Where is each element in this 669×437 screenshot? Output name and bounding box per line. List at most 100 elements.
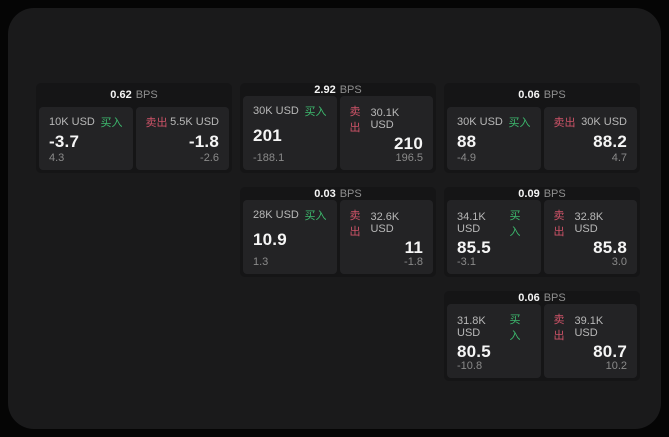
card-header: 0.62 BPS bbox=[36, 83, 232, 107]
buy-price: 10.9 bbox=[253, 230, 287, 249]
card-header: 2.92 BPS bbox=[240, 83, 436, 96]
sell-quote-tile[interactable]: 卖出 32.6K USD 11 -1.8 bbox=[339, 200, 433, 274]
sell-notional: 30.1K USD bbox=[370, 107, 400, 131]
sell-quote-tile[interactable]: 卖出 30K USD 88.2 4.7 bbox=[543, 107, 637, 170]
buy-tile-header: 28K USD 买入 bbox=[253, 207, 327, 223]
quote-cards-grid: 0.62 BPS 10K USD 买入 -3.7 4.3 卖出 5.5K USD… bbox=[36, 83, 640, 381]
card-header: 0.06 BPS bbox=[444, 83, 640, 107]
buy-tile-header: 10K USD 买入 bbox=[49, 114, 123, 130]
sell-notional: 39.1K USD bbox=[574, 315, 604, 339]
quote-card: 0.06 BPS 30K USD 买入 88 -4.9 卖出 30K USD 8… bbox=[444, 83, 640, 173]
buy-price: 80.5 bbox=[457, 342, 491, 361]
buy-secondary-value: 1.3 bbox=[253, 256, 269, 268]
sell-secondary-value: 196.5 bbox=[395, 152, 423, 164]
buy-quote-tile[interactable]: 34.1K USD 买入 85.5 -3.1 bbox=[447, 200, 541, 274]
card-body: 28K USD 买入 10.9 1.3 卖出 32.6K USD 11 -1.8 bbox=[240, 200, 436, 277]
buy-notional: 30K USD bbox=[457, 116, 503, 128]
bps-unit-label: BPS bbox=[543, 89, 566, 101]
sell-side-label: 卖出 bbox=[553, 314, 565, 342]
sell-price: -1.8 bbox=[188, 131, 219, 151]
buy-price: 88 bbox=[457, 131, 477, 151]
buy-notional: 28K USD bbox=[253, 209, 299, 221]
buy-side-label: 买入 bbox=[508, 117, 531, 129]
quote-card: 0.06 BPS 31.8K USD 买入 80.5 -10.8 卖出 39.1… bbox=[444, 291, 640, 381]
sell-price: 11 bbox=[404, 238, 423, 257]
sell-side-label: 卖出 bbox=[145, 117, 168, 129]
bps-spread-value: 0.06 bbox=[518, 291, 540, 304]
buy-quote-tile[interactable]: 30K USD 买入 201 -188.1 bbox=[243, 96, 337, 170]
bps-spread-value: 0.06 bbox=[518, 89, 540, 101]
buy-quote-tile[interactable]: 10K USD 买入 -3.7 4.3 bbox=[39, 107, 133, 170]
bps-unit-label: BPS bbox=[543, 291, 566, 304]
quotes-panel: 0.62 BPS 10K USD 买入 -3.7 4.3 卖出 5.5K USD… bbox=[8, 8, 661, 429]
sell-secondary-value: 4.7 bbox=[611, 152, 627, 164]
buy-tile-header: 34.1K USD 买入 bbox=[457, 207, 531, 239]
buy-secondary-value: 4.3 bbox=[49, 152, 65, 164]
quote-card: 0.09 BPS 34.1K USD 买入 85.5 -3.1 卖出 32.8K… bbox=[444, 187, 640, 277]
card-header: 0.09 BPS bbox=[444, 187, 640, 200]
sell-notional: 32.6K USD bbox=[370, 211, 400, 235]
sell-quote-tile[interactable]: 卖出 39.1K USD 80.7 10.2 bbox=[543, 304, 637, 378]
card-body: 34.1K USD 买入 85.5 -3.1 卖出 32.8K USD 85.8… bbox=[444, 200, 640, 277]
sell-tile-header: 卖出 39.1K USD bbox=[554, 311, 628, 343]
sell-secondary-value: 3.0 bbox=[611, 256, 627, 268]
sell-tile-header: 卖出 5.5K USD bbox=[146, 114, 220, 130]
card-body: 30K USD 买入 88 -4.9 卖出 30K USD 88.2 4.7 bbox=[444, 107, 640, 173]
buy-secondary-value: -3.1 bbox=[457, 256, 476, 268]
buy-side-label: 买入 bbox=[100, 117, 123, 129]
buy-quote-tile[interactable]: 30K USD 买入 88 -4.9 bbox=[447, 107, 541, 170]
sell-quote-tile[interactable]: 卖出 30.1K USD 210 196.5 bbox=[339, 96, 433, 170]
sell-price: 210 bbox=[394, 134, 423, 153]
buy-side-label: 买入 bbox=[509, 314, 521, 342]
buy-price: -3.7 bbox=[49, 131, 80, 151]
sell-quote-tile[interactable]: 卖出 5.5K USD -1.8 -2.6 bbox=[135, 107, 229, 170]
quote-card: 2.92 BPS 30K USD 买入 201 -188.1 卖出 30.1K … bbox=[240, 83, 436, 173]
buy-secondary-value: -10.8 bbox=[457, 360, 483, 372]
buy-quote-tile[interactable]: 31.8K USD 买入 80.5 -10.8 bbox=[447, 304, 541, 378]
bps-spread-value: 0.62 bbox=[110, 89, 132, 101]
buy-notional: 31.8K USD bbox=[457, 315, 486, 339]
bps-unit-label: BPS bbox=[339, 187, 362, 200]
sell-price: 88.2 bbox=[593, 131, 627, 151]
sell-secondary-value: -1.8 bbox=[404, 256, 423, 268]
buy-tile-header: 30K USD 买入 bbox=[457, 114, 531, 130]
sell-side-label: 卖出 bbox=[349, 106, 361, 134]
quote-card: 0.03 BPS 28K USD 买入 10.9 1.3 卖出 32.6K US… bbox=[240, 187, 436, 277]
buy-price: 85.5 bbox=[457, 238, 491, 257]
quote-card: 0.62 BPS 10K USD 买入 -3.7 4.3 卖出 5.5K USD… bbox=[36, 83, 232, 173]
buy-secondary-value: -188.1 bbox=[253, 152, 285, 164]
card-header: 0.03 BPS bbox=[240, 187, 436, 200]
sell-notional: 30K USD bbox=[581, 116, 627, 128]
sell-quote-tile[interactable]: 卖出 32.8K USD 85.8 3.0 bbox=[543, 200, 637, 274]
bps-unit-label: BPS bbox=[339, 83, 362, 96]
sell-notional: 5.5K USD bbox=[170, 116, 219, 128]
bps-spread-value: 2.92 bbox=[314, 83, 336, 96]
sell-secondary-value: 10.2 bbox=[605, 360, 627, 372]
buy-notional: 10K USD bbox=[49, 116, 95, 128]
buy-notional: 34.1K USD bbox=[457, 211, 486, 235]
buy-side-label: 买入 bbox=[509, 210, 521, 238]
card-body: 31.8K USD 买入 80.5 -10.8 卖出 39.1K USD 80.… bbox=[444, 304, 640, 381]
buy-side-label: 买入 bbox=[304, 210, 327, 222]
sell-price: 80.7 bbox=[593, 342, 627, 361]
sell-notional: 32.8K USD bbox=[574, 211, 604, 235]
sell-tile-header: 卖出 30K USD bbox=[554, 114, 628, 130]
bps-spread-value: 0.09 bbox=[518, 187, 540, 200]
buy-price: 201 bbox=[253, 126, 282, 145]
bps-unit-label: BPS bbox=[543, 187, 566, 200]
card-body: 30K USD 买入 201 -188.1 卖出 30.1K USD 210 1… bbox=[240, 96, 436, 173]
buy-side-label: 买入 bbox=[304, 106, 327, 118]
sell-tile-header: 卖出 32.8K USD bbox=[554, 207, 628, 239]
sell-side-label: 卖出 bbox=[553, 117, 576, 129]
buy-tile-header: 30K USD 买入 bbox=[253, 103, 327, 119]
buy-notional: 30K USD bbox=[253, 105, 299, 117]
buy-quote-tile[interactable]: 28K USD 买入 10.9 1.3 bbox=[243, 200, 337, 274]
bps-spread-value: 0.03 bbox=[314, 187, 336, 200]
sell-tile-header: 卖出 30.1K USD bbox=[350, 103, 424, 135]
sell-tile-header: 卖出 32.6K USD bbox=[350, 207, 424, 239]
card-header: 0.06 BPS bbox=[444, 291, 640, 304]
sell-secondary-value: -2.6 bbox=[200, 152, 219, 164]
buy-secondary-value: -4.9 bbox=[457, 152, 476, 164]
sell-price: 85.8 bbox=[593, 238, 627, 257]
